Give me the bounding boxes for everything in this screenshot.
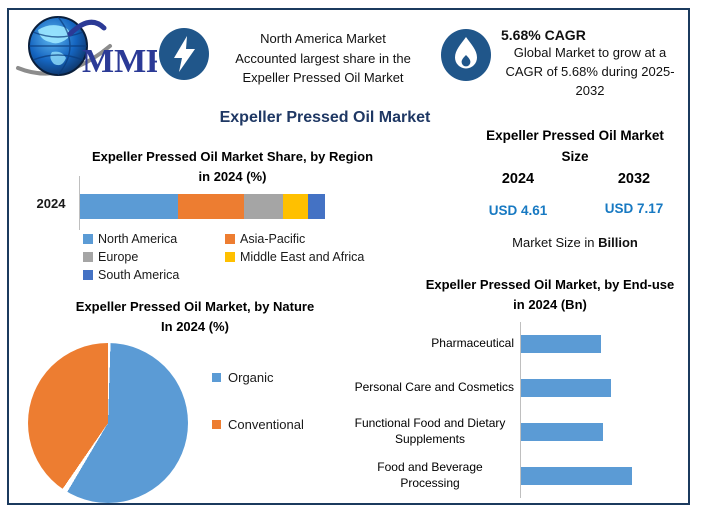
- caption-prefix: Market Size in: [512, 235, 599, 250]
- legend-item-north-america: North America: [83, 230, 225, 248]
- enduse-label: Pharmaceutical: [431, 336, 514, 351]
- enduse-bar-personal-care: [521, 379, 611, 397]
- segment-europe: [244, 194, 284, 219]
- legend-item-organic: Organic: [212, 370, 304, 385]
- legend-label: Conventional: [228, 417, 304, 432]
- legend-label: Organic: [228, 370, 274, 385]
- legend-label: Asia-Pacific: [240, 232, 306, 246]
- nature-legend: Organic Conventional: [212, 370, 304, 432]
- legend-item-south-america: South America: [83, 266, 225, 284]
- legend-item-conventional: Conventional: [212, 417, 304, 432]
- cagr-text: Global Market to grow at a CAGR of 5.68%…: [505, 45, 675, 98]
- legend-swatch-conventional: [212, 420, 221, 429]
- cagr-title: 5.68% CAGR: [501, 27, 586, 43]
- segment-south-america: [307, 194, 325, 219]
- legend-swatch-europe: [83, 252, 93, 262]
- market-size-caption: Market Size in Billion: [455, 235, 695, 250]
- region-chart-axis: [79, 176, 80, 230]
- legend-swatch-asia-pacific: [225, 234, 235, 244]
- legend-swatch-south-america: [83, 270, 93, 280]
- enduse-row-personal-care: Personal Care and Cosmetics: [346, 366, 686, 410]
- market-size-year-2032: 2032: [617, 171, 651, 187]
- market-size-title: Expeller Pressed Oil Market Size: [486, 128, 664, 164]
- market-size-value-2032: USD 7.17: [604, 201, 664, 216]
- legend-item-asia-pacific: Asia-Pacific: [225, 230, 383, 248]
- nature-chart-title: Expeller Pressed Oil Market, by Nature I…: [75, 299, 315, 335]
- region-chart-title: Expeller Pressed Oil Market Share, by Re…: [91, 149, 374, 185]
- nature-pie-chart: [28, 343, 188, 503]
- mmr-logo: MMR: [12, 12, 171, 84]
- enduse-label: Personal Care and Cosmetics: [354, 380, 514, 395]
- enduse-bar-pharmaceutical: [521, 335, 601, 353]
- segment-asia-pacific: [178, 194, 245, 219]
- caption-unit: Billion: [598, 235, 638, 250]
- enduse-row-pharmaceutical: Pharmaceutical: [346, 322, 686, 366]
- legend-item-europe: Europe: [83, 248, 225, 266]
- globe-icon: MMR: [16, 16, 171, 80]
- enduse-bar-functional-food: [521, 423, 604, 441]
- flame-icon: [440, 28, 493, 88]
- enduse-chart-title: Expeller Pressed Oil Market, by End-use …: [425, 277, 675, 313]
- enduse-label: Functional Food and Dietary Supplements: [354, 416, 506, 446]
- enduse-row-functional-food: Functional Food and Dietary Supplements: [346, 410, 686, 454]
- banner-north-america-text: North America Market Accounted largest s…: [235, 31, 411, 85]
- market-size-value-2024: USD 4.61: [488, 203, 548, 218]
- page-title: Expeller Pressed Oil Market: [219, 109, 431, 126]
- enduse-row-food-beverage: Food and Beverage Processing: [346, 454, 686, 498]
- legend-label: Middle East and Africa: [240, 250, 365, 264]
- cagr-banner: 5.68% CAGR Global Market to grow at a CA…: [499, 27, 681, 101]
- segment-north-america: [80, 194, 178, 219]
- legend-label: North America: [98, 232, 178, 246]
- lightning-icon: [158, 27, 210, 87]
- region-chart-category-label: 2024: [36, 196, 66, 211]
- enduse-bar-chart: Pharmaceutical Personal Care and Cosmeti…: [346, 322, 686, 498]
- region-legend: North America Asia-Pacific Europe Middle…: [83, 230, 383, 284]
- legend-label: South America: [98, 268, 180, 282]
- enduse-bar-food-beverage: [521, 467, 632, 485]
- market-size-year-2024: 2024: [501, 171, 535, 187]
- legend-swatch-north-america: [83, 234, 93, 244]
- logo-wordmark: MMR: [82, 43, 157, 80]
- legend-label: Europe: [98, 250, 139, 264]
- legend-item-middle-east-africa: Middle East and Africa: [225, 248, 383, 266]
- enduse-chart-axis: [520, 322, 521, 498]
- legend-swatch-organic: [212, 373, 221, 382]
- enduse-label: Food and Beverage Processing: [377, 460, 483, 490]
- region-stacked-bar: [80, 194, 325, 219]
- segment-middle-east-africa: [283, 194, 308, 219]
- legend-swatch-middle-east-africa: [225, 252, 235, 262]
